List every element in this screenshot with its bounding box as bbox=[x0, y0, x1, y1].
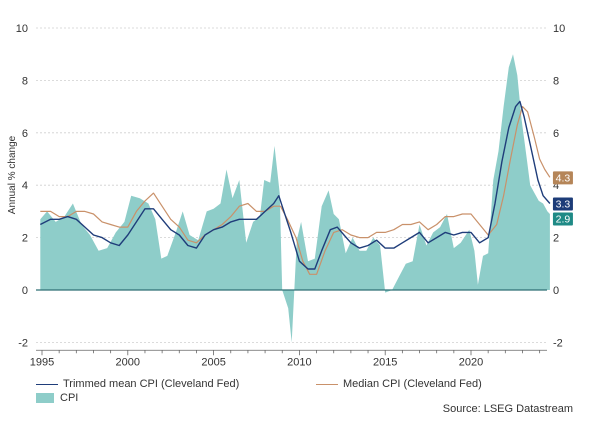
x-tick-2000: 2000 bbox=[116, 356, 140, 368]
legend-item-median: Median CPI (Cleveland Fed) bbox=[316, 378, 482, 390]
legend-item-trimmed: Trimmed mean CPI (Cleveland Fed) bbox=[36, 378, 239, 390]
y-tick-left-8: 8 bbox=[22, 75, 28, 87]
legend-swatch-cpi bbox=[36, 393, 54, 403]
line-series bbox=[39, 100, 551, 275]
end-label-value: 3.3 bbox=[556, 199, 571, 211]
y-tick-left-10: 10 bbox=[16, 23, 28, 35]
y-tick-right-10: 10 bbox=[553, 23, 565, 35]
end-label-value: 4.3 bbox=[556, 172, 571, 184]
x-axis: 1995 2000 2005 2010 2015 2020 bbox=[30, 349, 547, 368]
cpi-area bbox=[40, 54, 550, 343]
trimmed-mean-cpi-line bbox=[39, 100, 551, 270]
legend-swatch-median bbox=[316, 383, 338, 385]
y-tick-left-6: 6 bbox=[22, 128, 28, 140]
x-tick-2005: 2005 bbox=[201, 356, 225, 368]
legend-label-median: Median CPI (Cleveland Fed) bbox=[343, 378, 482, 390]
y-axis-label: Annual % change bbox=[7, 135, 18, 214]
end-label-4-3: 4.3 bbox=[552, 171, 573, 185]
legend-label-trimmed: Trimmed mean CPI (Cleveland Fed) bbox=[63, 378, 240, 390]
source-note: Source: LSEG Datastream bbox=[442, 403, 573, 415]
y-tick-left-2: 2 bbox=[22, 233, 28, 245]
right-axis-ticks: -2 0 2 4 6 8 10 bbox=[553, 23, 565, 349]
y-tick-right--2: -2 bbox=[553, 337, 563, 349]
end-label-box bbox=[552, 171, 573, 185]
x-tick-2015: 2015 bbox=[373, 356, 397, 368]
y-tick-right-0: 0 bbox=[553, 285, 559, 297]
legend-label-cpi: CPI bbox=[60, 392, 79, 404]
y-tick-left-0: 0 bbox=[22, 285, 28, 297]
y-tick-left-4: 4 bbox=[22, 180, 28, 192]
y-tick-left--2: -2 bbox=[18, 337, 28, 349]
cpi-area-series bbox=[40, 54, 550, 343]
y-tick-right-8: 8 bbox=[553, 75, 559, 87]
legend-swatch-trimmed bbox=[36, 383, 58, 385]
x-tick-2010: 2010 bbox=[287, 356, 311, 368]
legend-item-cpi: CPI bbox=[36, 392, 78, 404]
end-label-3-3: 3.3 bbox=[552, 197, 573, 211]
y-tick-right-6: 6 bbox=[553, 128, 559, 140]
end-label-box bbox=[552, 197, 573, 211]
end-label-value: 2.9 bbox=[556, 214, 571, 226]
x-tick-2020: 2020 bbox=[459, 356, 483, 368]
end-label-box bbox=[552, 212, 573, 226]
left-axis-ticks: -2 0 2 4 6 8 10 bbox=[16, 23, 28, 349]
y-tick-right-4: 4 bbox=[553, 180, 559, 192]
x-tick-1995: 1995 bbox=[30, 356, 54, 368]
end-label-2-9: 2.9 bbox=[552, 212, 573, 226]
y-tick-right-2: 2 bbox=[553, 233, 559, 245]
end-value-labels: 4.3 3.3 2.9 bbox=[552, 171, 573, 226]
